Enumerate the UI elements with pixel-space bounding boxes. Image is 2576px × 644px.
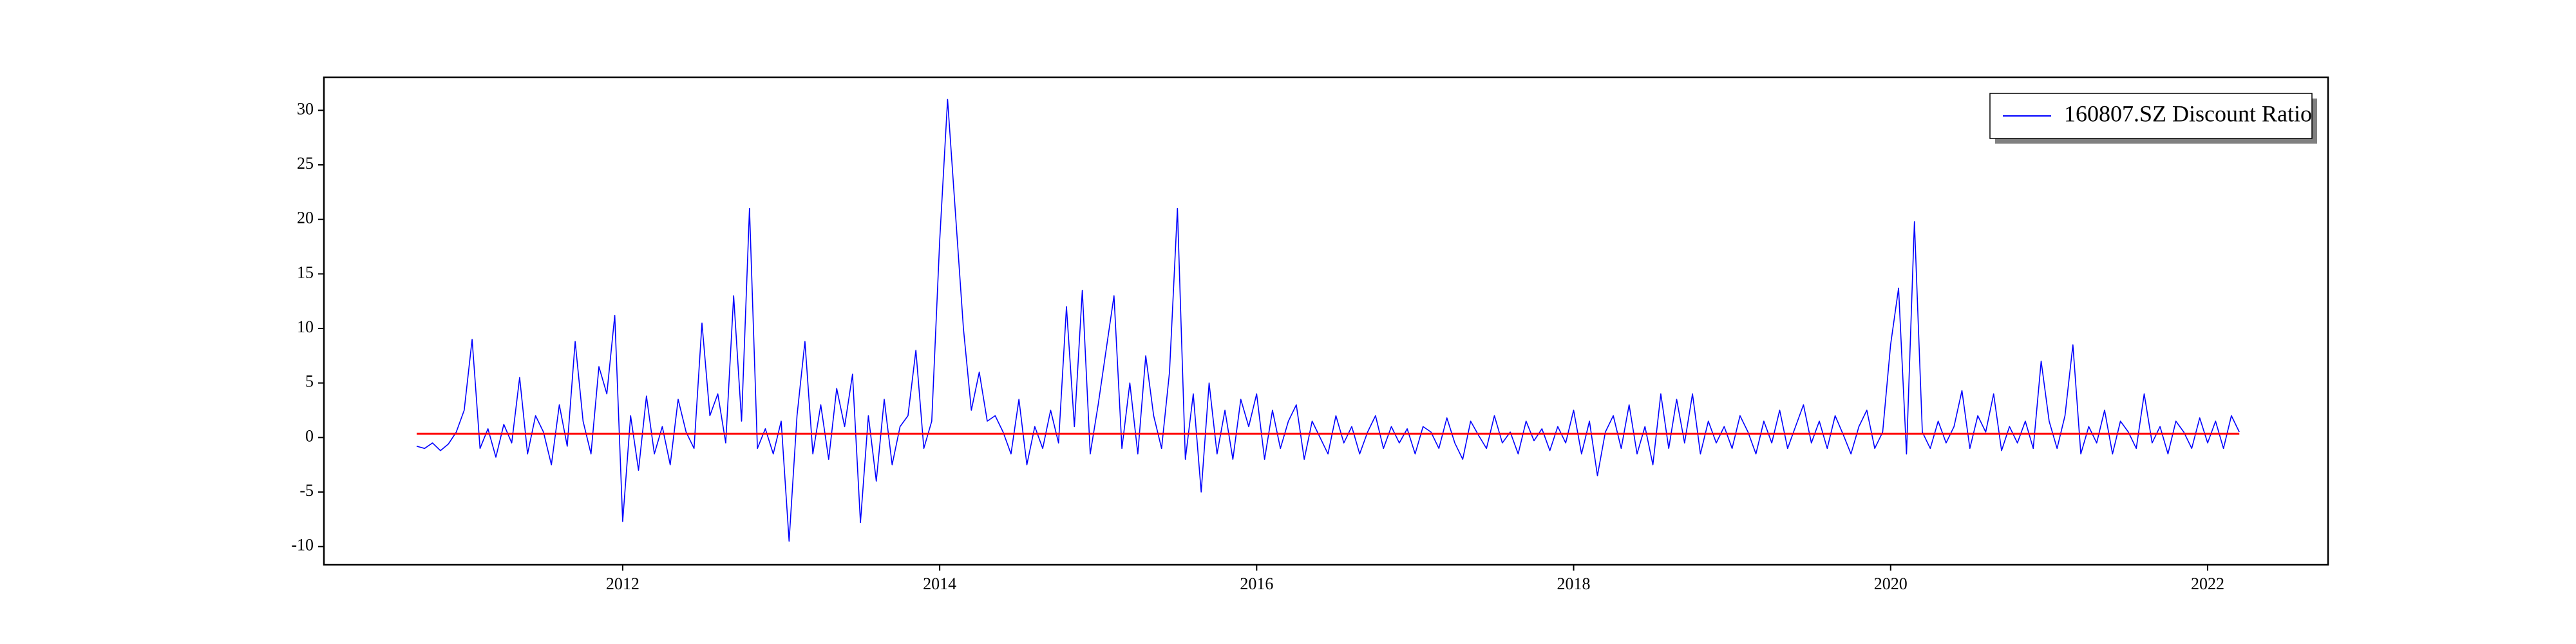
x-tick-label: 2022 — [2191, 574, 2224, 593]
legend-label: 160807.SZ Discount Ratio — [2064, 100, 2312, 126]
x-tick-label: 2012 — [606, 574, 639, 593]
x-tick-label: 2016 — [1240, 574, 1273, 593]
y-tick-label: 10 — [297, 317, 314, 336]
x-tick-label: 2020 — [1874, 574, 1908, 593]
y-tick-label: 20 — [297, 209, 314, 227]
x-tick-label: 2018 — [1557, 574, 1591, 593]
y-tick-label: 30 — [297, 99, 314, 118]
y-tick-label: 0 — [305, 426, 314, 445]
plot-frame — [323, 76, 2329, 566]
y-tick-label: -10 — [291, 536, 314, 554]
x-tick-label: 2014 — [923, 574, 956, 593]
y-tick-label: 15 — [297, 263, 314, 281]
data-line — [416, 99, 2240, 542]
y-tick-label: 25 — [297, 154, 314, 173]
y-tick-label: -5 — [299, 481, 314, 500]
y-tick-label: 5 — [305, 372, 314, 391]
